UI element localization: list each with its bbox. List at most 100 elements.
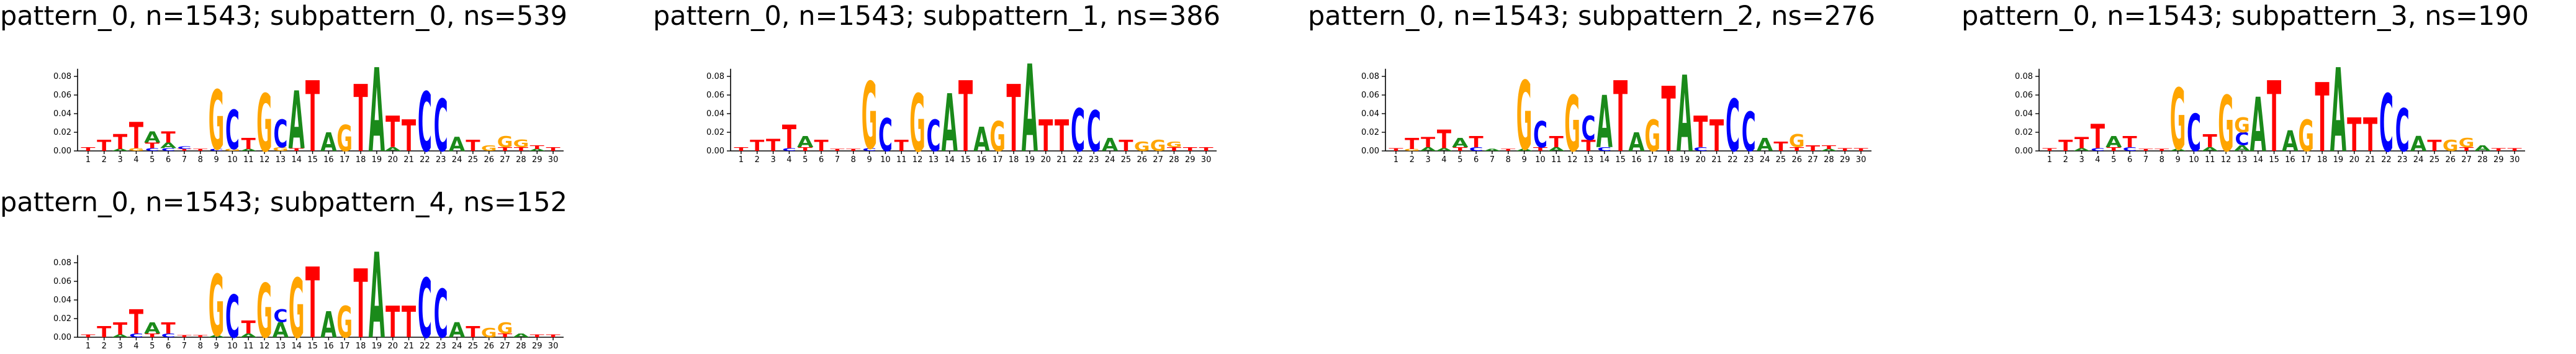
logo-letter-G: G [2218, 81, 2234, 170]
logo-letter-A: A [2073, 147, 2089, 152]
x-tick-label: 21 [403, 342, 414, 351]
x-tick-label: 6 [2127, 155, 2132, 165]
logo-letter-T: T [177, 335, 192, 338]
x-tick-label: 19 [1025, 155, 1035, 165]
x-tick-label: 8 [1506, 155, 1511, 165]
logo-letter-T: T [193, 335, 208, 338]
logo-letter-T: T [546, 334, 561, 338]
x-tick-label: 4 [133, 342, 138, 351]
logo-letter-T: T [1773, 139, 1788, 154]
logo-letter-T: T [81, 334, 96, 338]
x-tick-label: 12 [259, 155, 270, 165]
x-tick-label: 11 [243, 342, 254, 351]
y-tick-label: 0.06 [1361, 91, 1379, 100]
logo-letter-A: A [942, 77, 958, 170]
logo-letter-C: C [1087, 99, 1101, 165]
logo-letter-T: T [1199, 146, 1214, 152]
x-tick-label: 28 [1169, 155, 1179, 165]
logo-letter-G: G [862, 64, 878, 171]
logo-letter-G: G [336, 118, 353, 160]
logo-letter-T: T [2508, 147, 2523, 152]
logo-letter-T: T [1421, 134, 1436, 151]
logo-letter-A: A [385, 146, 401, 152]
logo-letter-T: T [129, 116, 143, 157]
x-tick-label: 10 [227, 342, 238, 351]
logo-letter-C: C [161, 148, 176, 152]
logo-letter-T: T [161, 128, 176, 146]
y-tick-label: 0.00 [2015, 147, 2033, 156]
logo-letter-T: T [1055, 111, 1069, 161]
logo-letter-A: A [2282, 125, 2298, 158]
logo-letter-A: A [2169, 148, 2186, 152]
logo-letter-G: G [481, 325, 497, 340]
logo-letter-A: A [2105, 133, 2122, 151]
logo-letter-T: T [530, 144, 544, 150]
logo-letter-A: A [2250, 83, 2266, 169]
logo-letter-G: G [1134, 139, 1150, 154]
logo-letter-A: A [1677, 53, 1693, 176]
logo-letter-T: T [2267, 61, 2281, 174]
x-tick-label: 10 [1535, 155, 1546, 165]
logo-letter-T: T [830, 148, 845, 152]
logo-letter-T: T [498, 146, 512, 152]
logo-letter-T: T [129, 302, 144, 342]
logo-letter-A: A [1022, 39, 1038, 179]
logo-letter-G: G [1564, 81, 1580, 170]
logo-letter-C: C [1469, 147, 1484, 152]
x-tick-label: 12 [1567, 155, 1578, 165]
logo-letter-T: T [2138, 148, 2153, 152]
logo-letter-C: C [926, 111, 940, 161]
logo-letter-C: C [1742, 102, 1756, 165]
logo-letter-C: C [2395, 97, 2410, 165]
logo-panel-4: pattern_0, n=1543; subpattern_4, ns=152 0… [0, 187, 567, 354]
x-tick-label: 9 [1521, 155, 1526, 165]
logo-letter-T: T [1549, 133, 1564, 151]
x-tick-label: 27 [500, 155, 510, 165]
logo-letter-G: G [1166, 140, 1182, 150]
y-tick-label: 0.02 [706, 128, 724, 137]
x-tick-label: 16 [323, 155, 334, 165]
logo-letter-A: A [1436, 147, 1452, 152]
logo-letter-T: T [385, 107, 400, 157]
y-tick-label: 0.06 [53, 91, 71, 100]
logo-letter-C: C [1693, 147, 1708, 152]
x-tick-label: 27 [1153, 155, 1163, 165]
x-tick-label: 25 [1776, 155, 1786, 165]
logo-letter-A: A [320, 305, 337, 347]
logo-letter-T: T [2042, 147, 2057, 152]
logo-letter-G: G [497, 319, 513, 337]
x-tick-label: 7 [2143, 155, 2148, 165]
x-tick-label: 29 [2493, 155, 2504, 165]
logo-letter-A: A [369, 229, 385, 354]
x-tick-label: 4 [1441, 155, 1446, 165]
x-tick-label: 8 [198, 342, 203, 351]
panel-title: pattern_0, n=1543; subpattern_2, ns=276 [1308, 1, 1875, 32]
x-tick-label: 2 [2063, 155, 2068, 165]
logo-letter-G: G [1150, 137, 1166, 155]
x-tick-label: 26 [2445, 155, 2456, 165]
logo-letter-C: C [225, 101, 240, 163]
logo-letter-C: C [145, 148, 160, 152]
x-tick-label: 16 [976, 155, 987, 165]
logo-letter-T: T [2363, 109, 2377, 162]
logo-letter-A: A [112, 148, 128, 152]
x-tick-label: 7 [182, 155, 187, 165]
logo-letter-T: T [498, 332, 512, 338]
logo-letter-C: C [209, 148, 223, 152]
x-tick-label: 14 [2253, 155, 2263, 165]
x-tick-label: 14 [291, 342, 302, 351]
logo-letter-T: T [145, 141, 160, 150]
logo-letter-T: T [2058, 137, 2073, 155]
x-tick-label: 4 [786, 155, 791, 165]
x-tick-label: 12 [912, 155, 923, 165]
y-tick-label: 0.02 [53, 128, 71, 137]
logo-letter-A: A [1420, 146, 1436, 152]
logo-letter-G: G [256, 78, 272, 170]
logo-panel-3: pattern_0, n=1543; subpattern_3, ns=190 0… [1961, 1, 2529, 179]
logo-panel-2: pattern_0, n=1543; subpattern_2, ns=276 0… [1308, 1, 1875, 176]
y-tick-label: 0.08 [2015, 72, 2033, 81]
x-tick-label: 5 [2111, 155, 2116, 165]
x-tick-label: 24 [2413, 155, 2424, 165]
logo-panel-1: pattern_0, n=1543; subpattern_1, ns=386 0… [653, 1, 1220, 179]
logo-letter-A: A [1516, 148, 1533, 152]
